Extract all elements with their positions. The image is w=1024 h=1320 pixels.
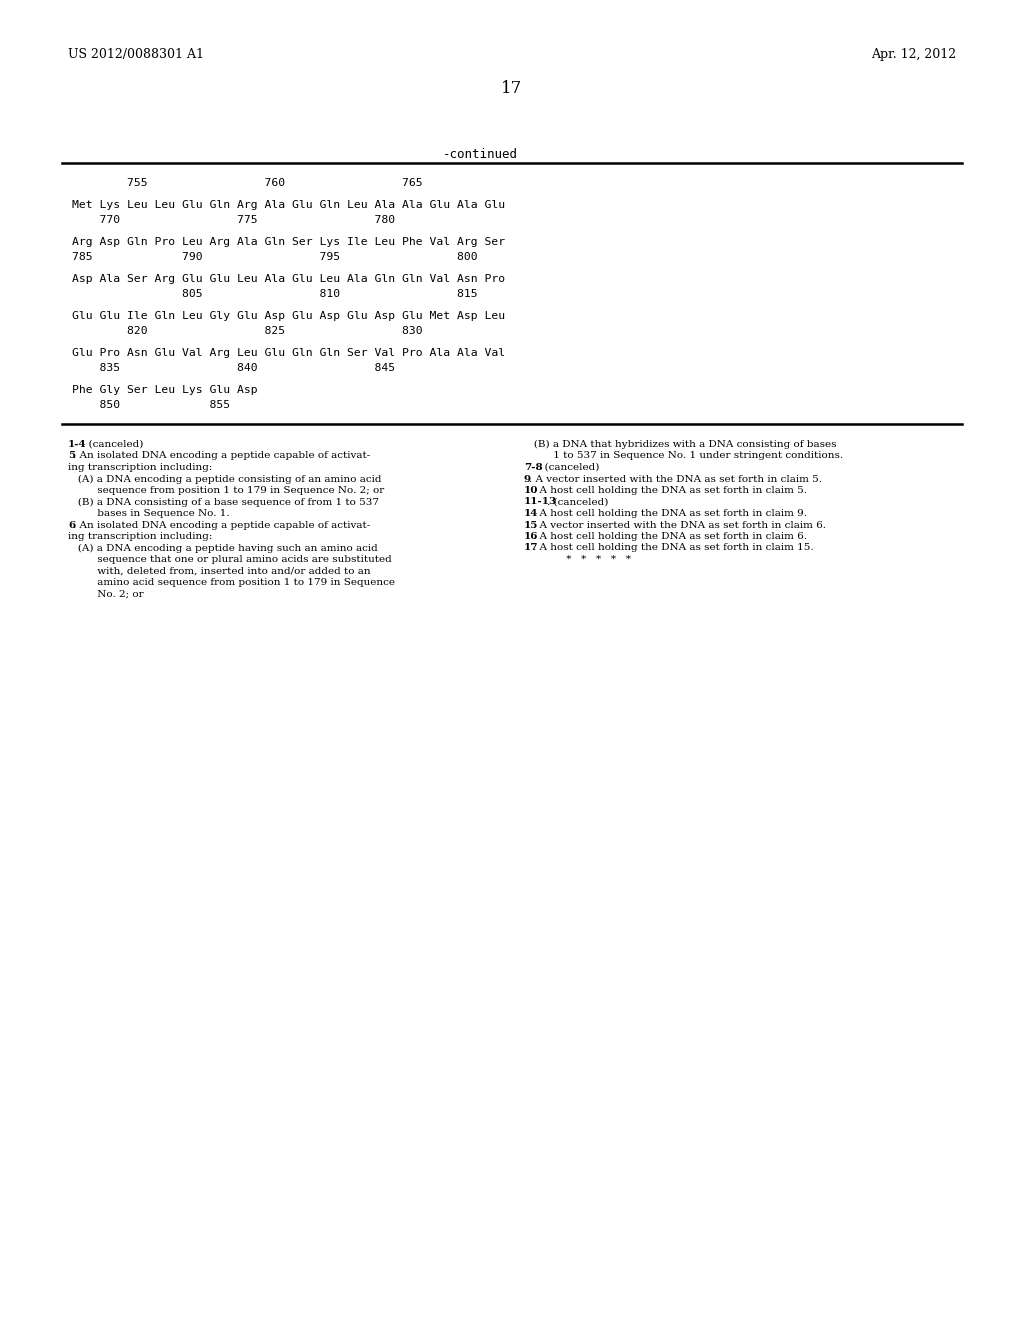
- Text: 770                 775                 780: 770 775 780: [72, 215, 395, 224]
- Text: 15: 15: [524, 520, 539, 529]
- Text: Arg Asp Gln Pro Leu Arg Ala Gln Ser Lys Ile Leu Phe Val Arg Ser: Arg Asp Gln Pro Leu Arg Ala Gln Ser Lys …: [72, 238, 505, 247]
- Text: with, deleted from, inserted into and/or added to an: with, deleted from, inserted into and/or…: [68, 566, 371, 576]
- Text: 6: 6: [68, 520, 75, 529]
- Text: (A) a DNA encoding a peptide consisting of an amino acid: (A) a DNA encoding a peptide consisting …: [68, 474, 382, 483]
- Text: No. 2; or: No. 2; or: [68, 590, 143, 598]
- Text: (B) a DNA that hybridizes with a DNA consisting of bases: (B) a DNA that hybridizes with a DNA con…: [524, 440, 837, 449]
- Text: sequence that one or plural amino acids are substituted: sequence that one or plural amino acids …: [68, 554, 392, 564]
- Text: bases in Sequence No. 1.: bases in Sequence No. 1.: [68, 510, 229, 517]
- Text: 785             790                 795                 800: 785 790 795 800: [72, 252, 477, 261]
- Text: ing transcription including:: ing transcription including:: [68, 532, 212, 541]
- Text: Asp Ala Ser Arg Glu Glu Leu Ala Glu Leu Ala Gln Gln Val Asn Pro: Asp Ala Ser Arg Glu Glu Leu Ala Glu Leu …: [72, 275, 505, 284]
- Text: (A) a DNA encoding a peptide having such an amino acid: (A) a DNA encoding a peptide having such…: [68, 544, 378, 553]
- Text: Phe Gly Ser Leu Lys Glu Asp: Phe Gly Ser Leu Lys Glu Asp: [72, 385, 258, 395]
- Text: Apr. 12, 2012: Apr. 12, 2012: [870, 48, 956, 61]
- Text: Glu Pro Asn Glu Val Arg Leu Glu Gln Gln Ser Val Pro Ala Ala Val: Glu Pro Asn Glu Val Arg Leu Glu Gln Gln …: [72, 348, 505, 358]
- Text: 17: 17: [524, 544, 539, 553]
- Text: Glu Glu Ile Gln Leu Gly Glu Asp Glu Asp Glu Asp Glu Met Asp Leu: Glu Glu Ile Gln Leu Gly Glu Asp Glu Asp …: [72, 312, 505, 321]
- Text: . A vector inserted with the DNA as set forth in claim 6.: . A vector inserted with the DNA as set …: [534, 520, 826, 529]
- Text: -continued: -continued: [442, 148, 517, 161]
- Text: US 2012/0088301 A1: US 2012/0088301 A1: [68, 48, 204, 61]
- Text: . An isolated DNA encoding a peptide capable of activat-: . An isolated DNA encoding a peptide cap…: [73, 520, 370, 529]
- Text: . A host cell holding the DNA as set forth in claim 5.: . A host cell holding the DNA as set for…: [534, 486, 807, 495]
- Text: 5: 5: [68, 451, 75, 461]
- Text: 1 to 537 in Sequence No. 1 under stringent conditions.: 1 to 537 in Sequence No. 1 under stringe…: [524, 451, 843, 461]
- Text: . (canceled): . (canceled): [538, 463, 599, 473]
- Text: sequence from position 1 to 179 in Sequence No. 2; or: sequence from position 1 to 179 in Seque…: [68, 486, 384, 495]
- Text: 16: 16: [524, 532, 539, 541]
- Text: Met Lys Leu Leu Glu Gln Arg Ala Glu Gln Leu Ala Ala Glu Ala Glu: Met Lys Leu Leu Glu Gln Arg Ala Glu Gln …: [72, 201, 505, 210]
- Text: (B) a DNA consisting of a base sequence of from 1 to 537: (B) a DNA consisting of a base sequence …: [68, 498, 379, 507]
- Text: . A host cell holding the DNA as set forth in claim 9.: . A host cell holding the DNA as set for…: [534, 510, 807, 517]
- Text: 835                 840                 845: 835 840 845: [72, 363, 395, 374]
- Text: amino acid sequence from position 1 to 179 in Sequence: amino acid sequence from position 1 to 1…: [68, 578, 395, 587]
- Text: . An isolated DNA encoding a peptide capable of activat-: . An isolated DNA encoding a peptide cap…: [73, 451, 370, 461]
- Text: 755                 760                 765: 755 760 765: [72, 178, 423, 187]
- Text: 17: 17: [502, 81, 522, 96]
- Text: ing transcription including:: ing transcription including:: [68, 463, 212, 473]
- Text: . A vector inserted with the DNA as set forth in claim 5.: . A vector inserted with the DNA as set …: [528, 474, 821, 483]
- Text: 7-8: 7-8: [524, 463, 543, 473]
- Text: . (canceled): . (canceled): [82, 440, 143, 449]
- Text: 820                 825                 830: 820 825 830: [72, 326, 423, 337]
- Text: *   *   *   *   *: * * * * *: [524, 554, 631, 564]
- Text: . A host cell holding the DNA as set forth in claim 15.: . A host cell holding the DNA as set for…: [534, 544, 814, 553]
- Text: 805                 810                 815: 805 810 815: [72, 289, 477, 300]
- Text: 850             855: 850 855: [72, 400, 230, 411]
- Text: . A host cell holding the DNA as set forth in claim 6.: . A host cell holding the DNA as set for…: [534, 532, 807, 541]
- Text: . (canceled): . (canceled): [547, 498, 608, 507]
- Text: 1-4: 1-4: [68, 440, 87, 449]
- Text: 11-13: 11-13: [524, 498, 557, 507]
- Text: 10: 10: [524, 486, 539, 495]
- Text: 14: 14: [524, 510, 539, 517]
- Text: 9: 9: [524, 474, 531, 483]
